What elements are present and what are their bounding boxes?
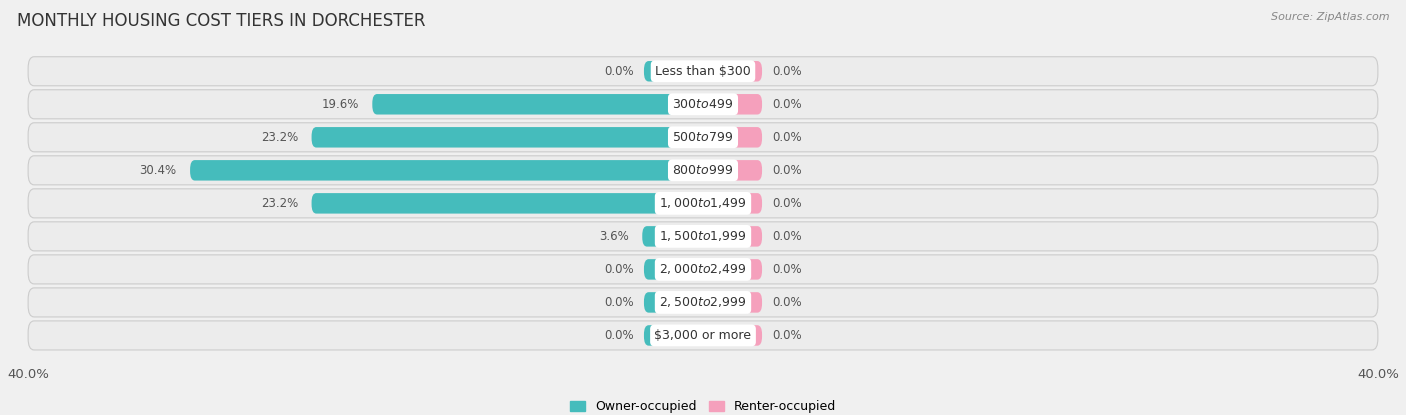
Text: 30.4%: 30.4% [139,164,177,177]
Text: $1,500 to $1,999: $1,500 to $1,999 [659,229,747,243]
Text: $3,000 or more: $3,000 or more [655,329,751,342]
FancyBboxPatch shape [28,255,1378,284]
FancyBboxPatch shape [28,123,1378,152]
Text: 0.0%: 0.0% [772,197,801,210]
FancyBboxPatch shape [312,127,703,148]
Text: 0.0%: 0.0% [605,65,634,78]
Text: $1,000 to $1,499: $1,000 to $1,499 [659,196,747,210]
Text: 0.0%: 0.0% [772,329,801,342]
Text: 0.0%: 0.0% [772,230,801,243]
Text: Source: ZipAtlas.com: Source: ZipAtlas.com [1271,12,1389,22]
Text: MONTHLY HOUSING COST TIERS IN DORCHESTER: MONTHLY HOUSING COST TIERS IN DORCHESTER [17,12,426,30]
FancyBboxPatch shape [643,226,703,247]
Text: $800 to $999: $800 to $999 [672,164,734,177]
FancyBboxPatch shape [703,127,762,148]
FancyBboxPatch shape [28,288,1378,317]
FancyBboxPatch shape [703,160,762,181]
FancyBboxPatch shape [703,292,762,312]
Text: $2,000 to $2,499: $2,000 to $2,499 [659,262,747,276]
FancyBboxPatch shape [28,222,1378,251]
FancyBboxPatch shape [703,325,762,346]
Text: 0.0%: 0.0% [772,98,801,111]
FancyBboxPatch shape [644,325,703,346]
Text: 0.0%: 0.0% [772,65,801,78]
FancyBboxPatch shape [703,94,762,115]
FancyBboxPatch shape [703,259,762,280]
Text: $500 to $799: $500 to $799 [672,131,734,144]
FancyBboxPatch shape [312,193,703,214]
Text: 23.2%: 23.2% [262,131,298,144]
Text: 23.2%: 23.2% [262,197,298,210]
Text: 0.0%: 0.0% [772,296,801,309]
FancyBboxPatch shape [28,90,1378,119]
Text: $300 to $499: $300 to $499 [672,98,734,111]
FancyBboxPatch shape [373,94,703,115]
Text: 3.6%: 3.6% [599,230,628,243]
Text: 19.6%: 19.6% [322,98,359,111]
FancyBboxPatch shape [644,259,703,280]
Text: 0.0%: 0.0% [772,263,801,276]
FancyBboxPatch shape [703,61,762,81]
Text: $2,500 to $2,999: $2,500 to $2,999 [659,295,747,310]
FancyBboxPatch shape [190,160,703,181]
FancyBboxPatch shape [703,193,762,214]
Text: 0.0%: 0.0% [605,329,634,342]
Legend: Owner-occupied, Renter-occupied: Owner-occupied, Renter-occupied [565,395,841,415]
FancyBboxPatch shape [28,156,1378,185]
Text: Less than $300: Less than $300 [655,65,751,78]
FancyBboxPatch shape [28,189,1378,218]
Text: 0.0%: 0.0% [772,131,801,144]
Text: 0.0%: 0.0% [772,164,801,177]
Text: 0.0%: 0.0% [605,296,634,309]
FancyBboxPatch shape [28,57,1378,86]
FancyBboxPatch shape [703,226,762,247]
FancyBboxPatch shape [28,321,1378,350]
Text: 0.0%: 0.0% [605,263,634,276]
FancyBboxPatch shape [644,61,703,81]
FancyBboxPatch shape [644,292,703,312]
